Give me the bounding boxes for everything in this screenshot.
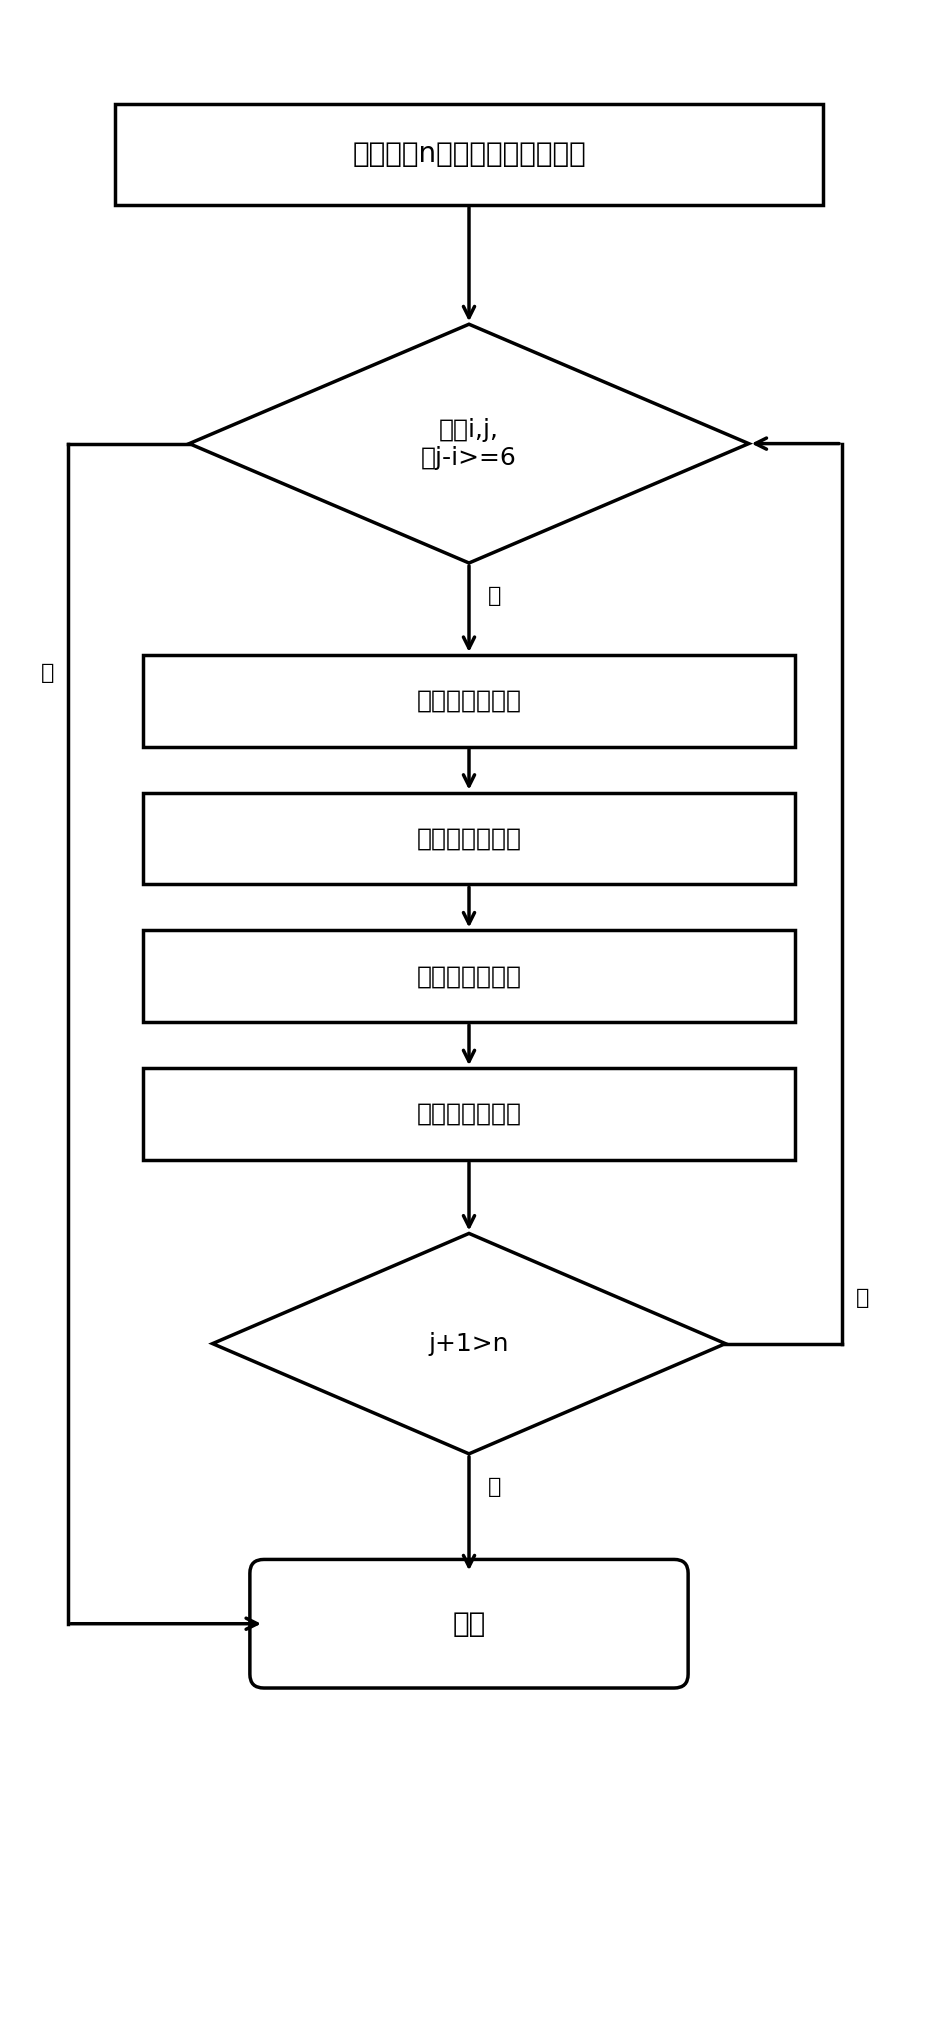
Text: 否: 否 — [856, 1289, 870, 1307]
Bar — [114, 103, 824, 205]
Text: j+1>n: j+1>n — [429, 1331, 509, 1355]
Text: 是: 是 — [488, 1477, 501, 1497]
Bar — [143, 654, 795, 748]
Bar — [143, 1068, 795, 1161]
Bar — [143, 930, 795, 1023]
Bar — [143, 792, 795, 885]
Polygon shape — [189, 324, 749, 563]
FancyBboxPatch shape — [250, 1560, 688, 1688]
Polygon shape — [213, 1234, 725, 1455]
Text: 存在i,j,
且j-i>=6: 存在i,j, 且j-i>=6 — [421, 417, 517, 470]
Text: 结束: 结束 — [452, 1611, 486, 1637]
Text: 随机输入n个核糖核酸碱基序列: 随机输入n个核糖核酸碱基序列 — [352, 140, 586, 168]
Text: 扩展结构的确定: 扩展结构的确定 — [416, 1102, 522, 1126]
Text: 是: 是 — [488, 586, 501, 606]
Text: 连续堆叠的查找: 连续堆叠的查找 — [416, 689, 522, 713]
Text: 否: 否 — [40, 663, 54, 683]
Text: 连续堆叠的确定: 连续堆叠的确定 — [416, 827, 522, 851]
Text: 扩展结构的查找: 扩展结构的查找 — [416, 964, 522, 989]
